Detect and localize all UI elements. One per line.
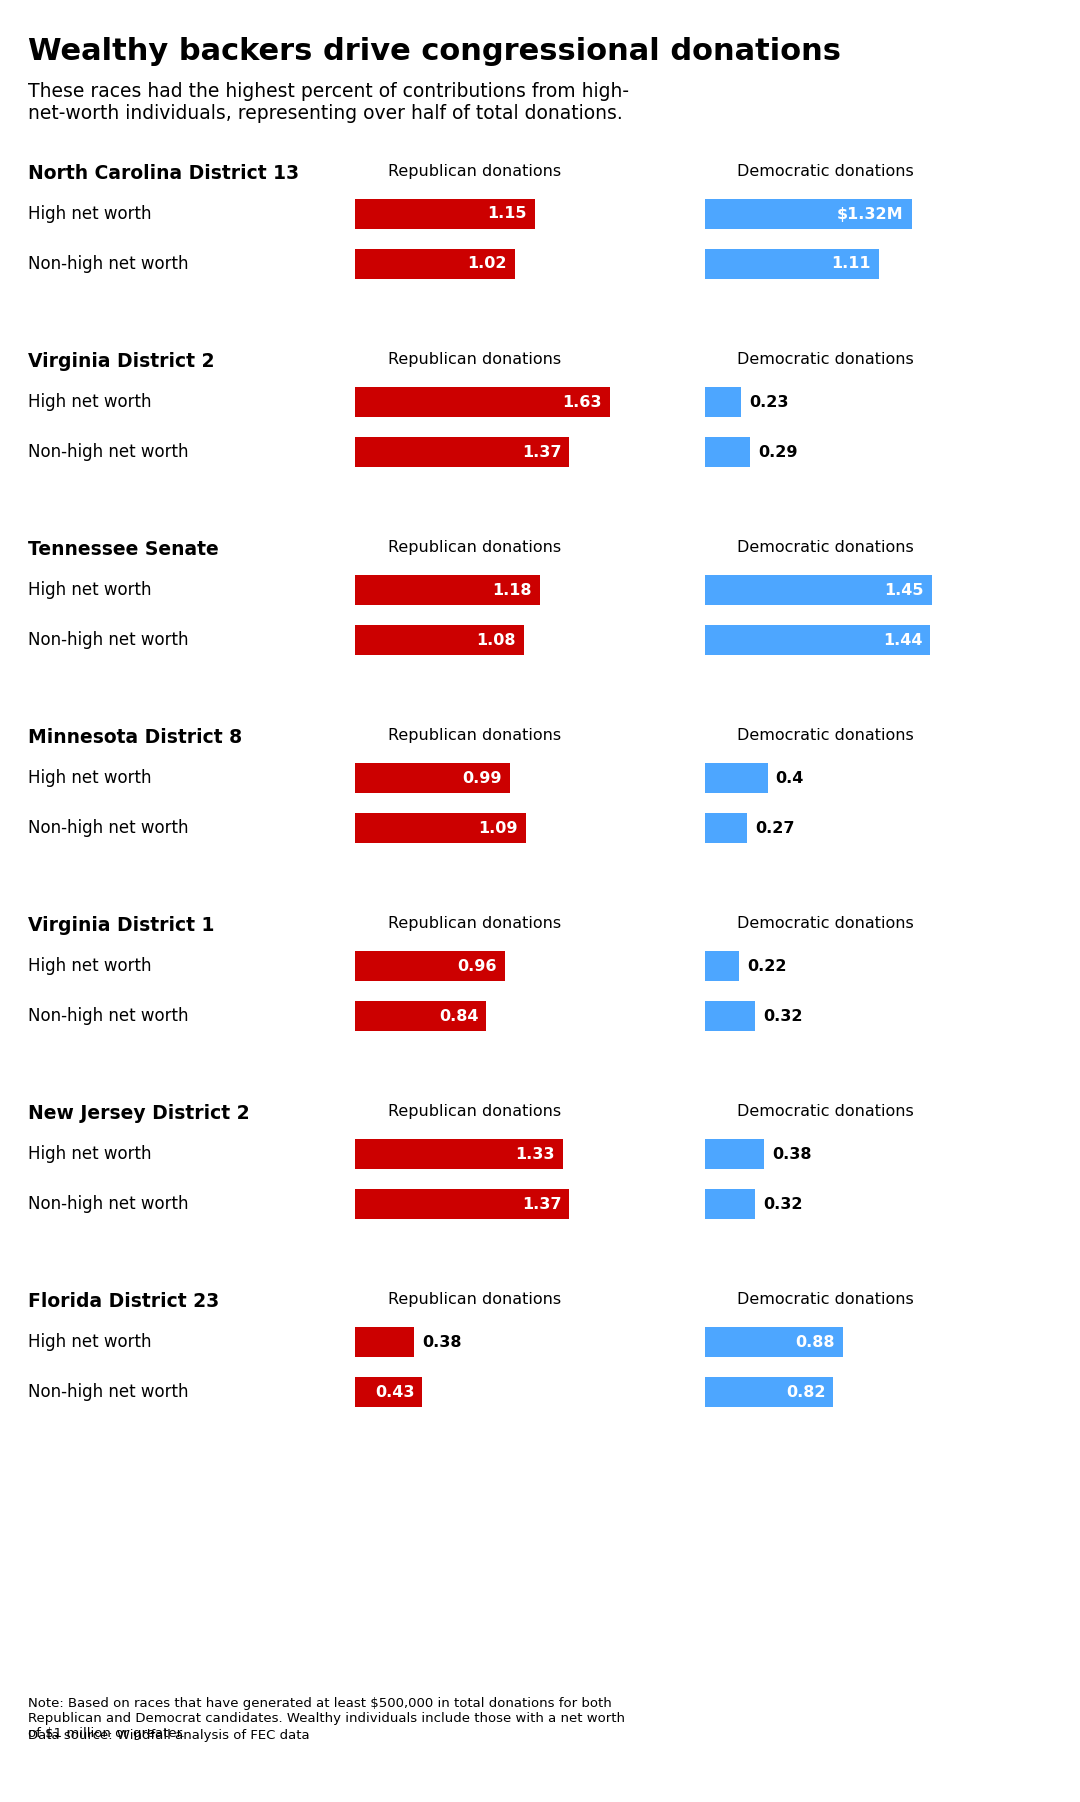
Text: Virginia District 2: Virginia District 2 xyxy=(28,351,215,371)
Text: Democratic donations: Democratic donations xyxy=(737,728,914,742)
Text: 0.23: 0.23 xyxy=(750,395,788,409)
Bar xyxy=(705,625,930,654)
Bar xyxy=(355,813,526,843)
Bar xyxy=(705,1139,765,1169)
Text: Note: Based on races that have generated at least $500,000 in total donations fo: Note: Based on races that have generated… xyxy=(28,1697,625,1741)
Bar xyxy=(705,1000,755,1031)
Text: 0.32: 0.32 xyxy=(764,1009,802,1024)
Text: High net worth: High net worth xyxy=(28,957,151,975)
Bar xyxy=(355,762,510,793)
Text: 0.38: 0.38 xyxy=(772,1146,812,1162)
Text: 1.09: 1.09 xyxy=(478,820,517,836)
Text: New Jersey District 2: New Jersey District 2 xyxy=(28,1105,249,1123)
Text: High net worth: High net worth xyxy=(28,580,151,598)
Text: Democratic donations: Democratic donations xyxy=(737,1105,914,1119)
Text: 0.99: 0.99 xyxy=(462,771,502,786)
Text: 0.27: 0.27 xyxy=(755,820,795,836)
Bar xyxy=(355,1189,569,1218)
Text: 0.96: 0.96 xyxy=(458,959,497,973)
Bar xyxy=(355,249,514,279)
Text: 0.38: 0.38 xyxy=(422,1335,462,1350)
Text: Republican donations: Republican donations xyxy=(389,541,562,555)
Bar xyxy=(705,198,912,229)
Bar xyxy=(355,387,610,416)
Text: High net worth: High net worth xyxy=(28,205,151,223)
Text: High net worth: High net worth xyxy=(28,1333,151,1352)
Text: 1.18: 1.18 xyxy=(492,582,531,598)
Text: These races had the highest percent of contributions from high-
net-worth indivi: These races had the highest percent of c… xyxy=(28,83,629,123)
Text: Virginia District 1: Virginia District 1 xyxy=(28,915,214,935)
Bar xyxy=(705,762,768,793)
Text: $1.32M: $1.32M xyxy=(837,207,904,222)
Bar xyxy=(705,249,879,279)
Bar xyxy=(355,575,540,605)
Text: Minnesota District 8: Minnesota District 8 xyxy=(28,728,242,748)
Text: Wealthy backers drive congressional donations: Wealthy backers drive congressional dona… xyxy=(28,38,841,67)
Text: Republican donations: Republican donations xyxy=(389,728,562,742)
Text: 1.08: 1.08 xyxy=(476,633,516,647)
Text: 0.32: 0.32 xyxy=(764,1197,802,1211)
Text: 0.43: 0.43 xyxy=(375,1384,415,1400)
Text: 1.33: 1.33 xyxy=(515,1146,555,1162)
Text: 1.15: 1.15 xyxy=(487,207,527,222)
Text: 0.4: 0.4 xyxy=(775,771,804,786)
Text: Republican donations: Republican donations xyxy=(389,1105,562,1119)
Bar xyxy=(355,438,569,467)
Bar xyxy=(355,951,505,980)
Text: Non-high net worth: Non-high net worth xyxy=(28,631,189,649)
Text: High net worth: High net worth xyxy=(28,769,151,787)
Bar xyxy=(355,1139,563,1169)
Text: Non-high net worth: Non-high net worth xyxy=(28,818,189,836)
Text: Republican donations: Republican donations xyxy=(389,915,562,932)
Bar xyxy=(705,387,741,416)
Text: High net worth: High net worth xyxy=(28,393,151,411)
Text: 1.02: 1.02 xyxy=(467,256,507,272)
Text: Non-high net worth: Non-high net worth xyxy=(28,256,189,272)
Bar xyxy=(705,1326,842,1357)
Text: 1.45: 1.45 xyxy=(885,582,923,598)
Text: 0.22: 0.22 xyxy=(747,959,787,973)
Text: Republican donations: Republican donations xyxy=(389,351,562,368)
Text: 0.29: 0.29 xyxy=(758,445,798,460)
Text: 0.82: 0.82 xyxy=(786,1384,825,1400)
Text: Non-high net worth: Non-high net worth xyxy=(28,1382,189,1400)
Text: 0.88: 0.88 xyxy=(795,1335,835,1350)
Text: Non-high net worth: Non-high net worth xyxy=(28,1007,189,1025)
Text: Data source: Windfall analysis of FEC data: Data source: Windfall analysis of FEC da… xyxy=(28,1728,310,1743)
Text: Non-high net worth: Non-high net worth xyxy=(28,443,189,461)
Bar xyxy=(705,1377,834,1407)
Bar xyxy=(705,1189,755,1218)
Text: 0.84: 0.84 xyxy=(438,1009,478,1024)
Text: Democratic donations: Democratic donations xyxy=(737,1292,914,1306)
Text: 1.63: 1.63 xyxy=(563,395,602,409)
Text: 1.37: 1.37 xyxy=(522,1197,562,1211)
Text: Republican donations: Republican donations xyxy=(389,1292,562,1306)
Text: Republican donations: Republican donations xyxy=(389,164,562,178)
Text: Democratic donations: Democratic donations xyxy=(737,164,914,178)
Text: Non-high net worth: Non-high net worth xyxy=(28,1195,189,1213)
Bar xyxy=(705,438,751,467)
Text: Florida District 23: Florida District 23 xyxy=(28,1292,219,1312)
Text: Tennessee Senate: Tennessee Senate xyxy=(28,541,219,559)
Bar xyxy=(705,951,740,980)
Text: High net worth: High net worth xyxy=(28,1144,151,1162)
Text: 1.11: 1.11 xyxy=(832,256,870,272)
Bar xyxy=(355,198,535,229)
Text: 1.37: 1.37 xyxy=(522,445,562,460)
Text: Democratic donations: Democratic donations xyxy=(737,915,914,932)
Bar xyxy=(355,1377,422,1407)
Bar xyxy=(705,813,747,843)
Text: Democratic donations: Democratic donations xyxy=(737,541,914,555)
Text: Democratic donations: Democratic donations xyxy=(737,351,914,368)
Bar xyxy=(355,625,524,654)
Text: North Carolina District 13: North Carolina District 13 xyxy=(28,164,299,184)
Bar xyxy=(705,575,932,605)
Bar xyxy=(355,1000,486,1031)
Text: 1.44: 1.44 xyxy=(882,633,922,647)
Bar xyxy=(355,1326,415,1357)
